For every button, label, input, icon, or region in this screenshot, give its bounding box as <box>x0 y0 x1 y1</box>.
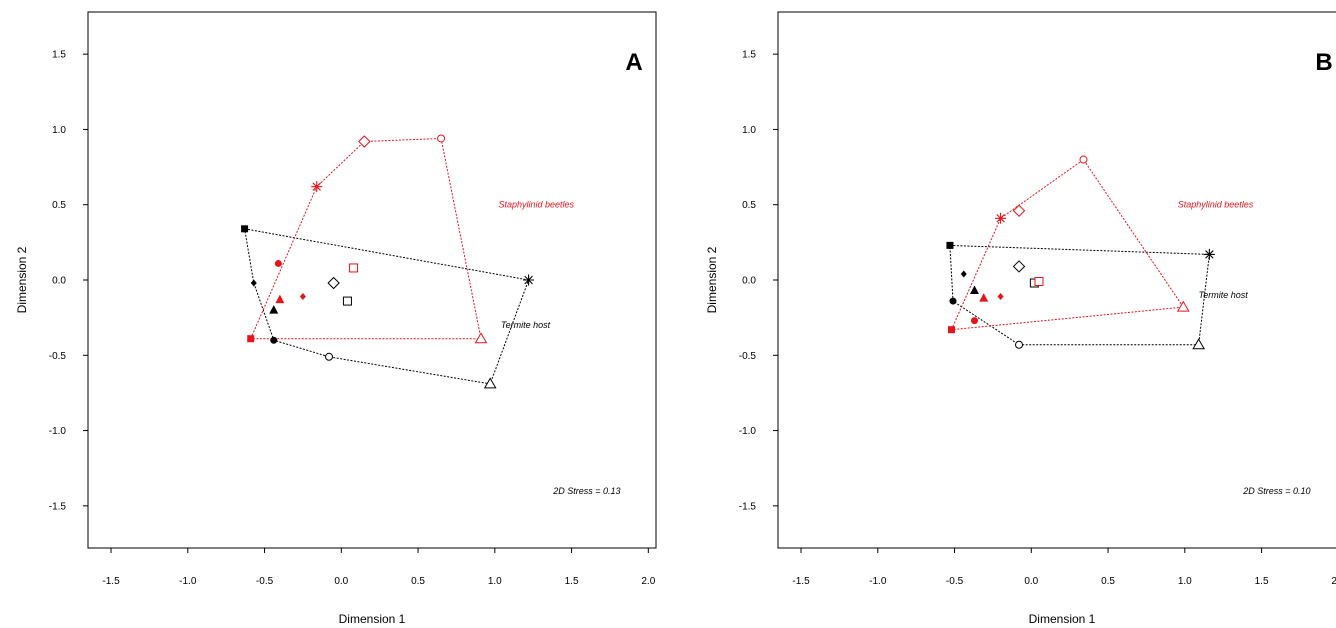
y-tick-label: -1.5 <box>739 501 757 512</box>
x-tick-label: 0.5 <box>411 576 425 587</box>
data-point <box>1012 204 1026 217</box>
group-label: Termite host <box>501 320 551 330</box>
y-tick-label: -0.5 <box>49 351 67 362</box>
panel-a: -1.5 -1.0 -0.5 0.0 0.5 1.0 1.5 2.0 -1.5 -1.0 -0.5 0… <box>15 11 657 626</box>
data-point <box>979 293 989 302</box>
x-tick-label: 0.5 <box>1101 576 1115 587</box>
data-point <box>275 294 285 304</box>
x-tick-label: 1.5 <box>565 576 579 587</box>
data-point <box>970 317 978 325</box>
hull-polygon <box>249 137 482 340</box>
panel-letter: B <box>1315 49 1332 76</box>
plot-frame <box>777 11 1336 549</box>
data-point <box>949 297 957 305</box>
plot-frame <box>87 11 657 549</box>
x-tick-label: 1.0 <box>1178 576 1192 587</box>
data-point <box>1015 340 1024 349</box>
data-point <box>969 285 979 295</box>
x-tick-label: -0.5 <box>946 576 964 587</box>
x-tick-label: -1.0 <box>869 576 887 587</box>
data-point <box>947 326 955 334</box>
x-tick-label: 2.0 <box>1331 576 1336 587</box>
y-tick-label: 0.0 <box>52 276 66 287</box>
y-tick-label: 1.0 <box>52 125 66 136</box>
data-point <box>311 181 323 193</box>
data-point <box>325 352 334 361</box>
y-tick-label: 1.0 <box>742 125 756 136</box>
x-tick-label: 1.0 <box>488 576 502 587</box>
data-point <box>1079 155 1088 164</box>
y-axis-title: Dimension 2 <box>15 246 29 313</box>
data-point <box>483 377 497 389</box>
x-tick-label: -1.5 <box>102 576 120 587</box>
data-point <box>269 305 279 314</box>
data-point <box>349 263 359 273</box>
stress-label: 2D Stress = 0.10 <box>1242 486 1310 496</box>
y-tick-label: -0.5 <box>739 351 757 362</box>
group-label: Termite host <box>1199 290 1249 300</box>
data-point <box>270 336 278 344</box>
data-point <box>358 135 371 148</box>
data-point <box>241 225 249 233</box>
x-tick-label: 0.0 <box>1024 576 1038 587</box>
data-point <box>250 279 257 287</box>
y-axis-title: Dimension 2 <box>705 246 719 313</box>
y-tick-label: 1.5 <box>52 50 66 61</box>
data-point <box>995 212 1007 224</box>
data-point <box>946 241 954 249</box>
data-point <box>247 335 255 343</box>
y-tick-label: 0.5 <box>52 200 66 211</box>
x-tick-label: 2.0 <box>641 576 655 587</box>
x-axis-title: Dimension 1 <box>1029 612 1096 626</box>
data-point <box>474 332 488 344</box>
y-tick-label: -1.0 <box>739 426 757 437</box>
y-tick-label: 0.0 <box>742 276 756 287</box>
data-point <box>523 274 535 286</box>
data-point <box>437 134 446 143</box>
data-point <box>274 259 282 267</box>
data-point <box>960 270 967 278</box>
x-tick-label: 1.5 <box>1255 576 1269 587</box>
x-tick-label: 0.0 <box>334 576 348 587</box>
panel-letter: A <box>625 49 642 76</box>
stress-label: 2D Stress = 0.13 <box>552 486 620 496</box>
group-label: Staphylinid beetles <box>1178 200 1254 210</box>
x-tick-label: -1.0 <box>179 576 197 587</box>
data-point <box>1176 300 1190 312</box>
data-point <box>327 276 340 290</box>
x-axis-title: Dimension 1 <box>339 612 406 626</box>
y-tick-label: -1.0 <box>49 426 67 437</box>
data-point <box>1203 248 1215 260</box>
y-tick-label: -1.5 <box>49 501 67 512</box>
data-point <box>299 293 306 301</box>
data-point <box>342 296 352 306</box>
group-label: Staphylinid beetles <box>498 200 574 210</box>
hull-polygon <box>950 158 1185 331</box>
y-tick-label: 1.5 <box>742 50 756 61</box>
data-point <box>1034 277 1044 287</box>
data-point <box>1192 338 1205 350</box>
x-tick-label: -1.5 <box>792 576 810 587</box>
data-point <box>997 293 1004 301</box>
x-tick-label: -0.5 <box>256 576 274 587</box>
data-point <box>1012 260 1026 273</box>
y-tick-label: 0.5 <box>742 200 756 211</box>
panel-b: -1.5 -1.0 -0.5 0.0 0.5 1.0 1.5 2.0 -1.5 -1.0 -0.5 0… <box>705 11 1336 626</box>
